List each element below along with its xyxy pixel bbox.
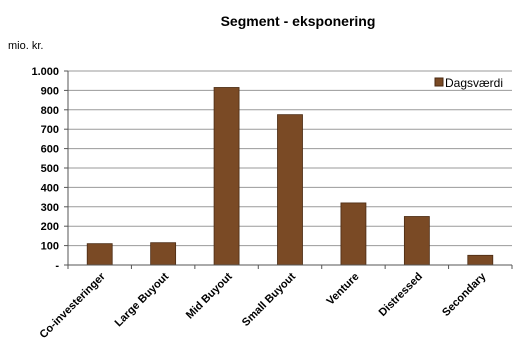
axes xyxy=(67,71,512,266)
y-tick-label: 200 xyxy=(41,221,59,233)
bar-series xyxy=(86,87,494,266)
bar xyxy=(403,216,430,266)
bar xyxy=(213,87,240,266)
x-axis-ticks: Co-investeringer Large Buyout Mid Buyout Sm… xyxy=(38,265,513,341)
y-tick-label: 300 xyxy=(41,202,59,214)
bar xyxy=(150,242,177,266)
y-tick-label: 900 xyxy=(41,85,59,97)
y-tick-label: 800 xyxy=(41,105,59,117)
x-tick-label: Large Buyout xyxy=(113,270,172,329)
y-axis-unit-label: mio. kr. xyxy=(8,40,43,52)
x-tick-label: Venture xyxy=(325,271,362,308)
bar xyxy=(277,114,303,266)
x-tick-label: Co-investeringer xyxy=(38,270,109,341)
y-tick-label: 1.000 xyxy=(31,66,59,78)
y-tick-label: 600 xyxy=(41,144,59,156)
y-tick-label: 100 xyxy=(41,241,59,253)
x-tick-label: Mid Buyout xyxy=(184,270,235,321)
y-axis-ticks: - 100 200 300 400 500 600 700 800 900 1.000 xyxy=(31,66,68,272)
y-tick-label: - xyxy=(55,260,59,272)
y-tick-label: 500 xyxy=(41,163,59,175)
x-tick-label: Secondary xyxy=(440,270,489,319)
bar xyxy=(340,202,367,266)
chart-title: Segment - eksponering xyxy=(221,13,376,29)
bar xyxy=(467,254,494,266)
y-tick-label: 400 xyxy=(41,182,59,194)
y-tick-label: 700 xyxy=(41,124,59,136)
legend-label: Dagsværdi xyxy=(445,76,503,90)
legend-swatch xyxy=(434,77,444,87)
legend: Dagsværdi xyxy=(434,76,503,90)
x-tick-label: Small Buyout xyxy=(240,270,298,328)
bar xyxy=(86,243,113,266)
x-tick-label: Distressed xyxy=(377,271,425,319)
